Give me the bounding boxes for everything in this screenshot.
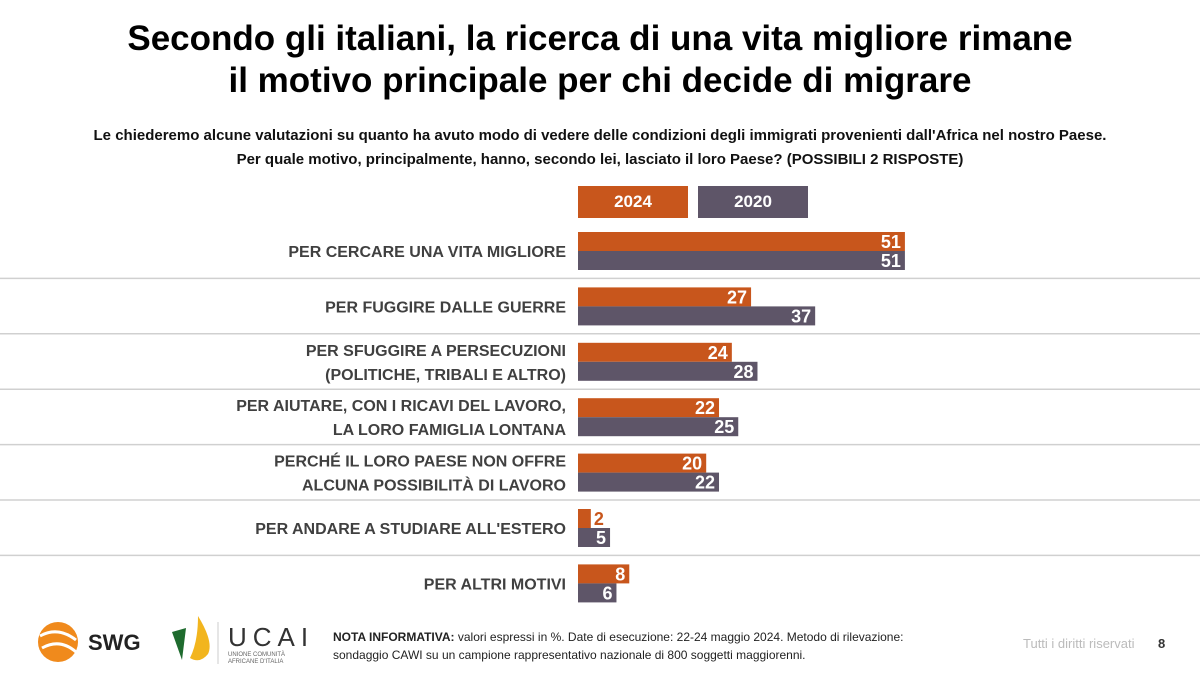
svg-text:AFRICANE D'ITALIA: AFRICANE D'ITALIA [228, 659, 283, 665]
note-text: sondaggio CAWI su un campione rappresent… [333, 648, 806, 662]
page-number: 8 [1158, 636, 1166, 651]
category-label: ALCUNA POSSIBILITÀ DI LAVORO [302, 476, 566, 495]
subtitle-line: Le chiederemo alcune valutazioni su quan… [93, 127, 1107, 144]
category-label: PER ALTRI MOTIVI [424, 576, 566, 593]
copyright: Tutti i diritti riservati [1023, 636, 1135, 651]
value-label: 22 [695, 473, 715, 493]
bar-2024 [578, 232, 905, 251]
legend-2024: 2024 [578, 186, 688, 218]
category-label: PER CERCARE UNA VITA MIGLIORE [288, 244, 566, 261]
category-label: PER FUGGIRE DALLE GUERRE [325, 299, 566, 316]
bar-2020 [578, 361, 758, 381]
value-label: 27 [727, 287, 747, 307]
value-label: 22 [695, 398, 715, 418]
footer-note: NOTA INFORMATIVA: valori espressi in %. … [333, 628, 903, 664]
title-line: Secondo gli italiani, la ricerca di una … [127, 19, 1073, 58]
value-label: 8 [615, 564, 625, 584]
category-label: PER AIUTARE, CON I RICAVI DEL LAVORO, [236, 398, 566, 415]
value-label: 6 [602, 583, 612, 603]
svg-text:UNIONE COMUNITÀ: UNIONE COMUNITÀ [228, 651, 285, 658]
bar-2020 [578, 472, 720, 492]
bar-2024 [578, 398, 720, 418]
title-line: il motivo principale per chi decide di m… [228, 61, 972, 100]
value-label: 5 [596, 528, 606, 548]
category-label: PERCHÉ IL LORO PAESE NON OFFRE [274, 452, 566, 471]
category-label: PER ANDARE A STUDIARE ALL'ESTERO [255, 521, 566, 538]
value-label: 2 [594, 509, 604, 529]
note-text: valori espressi in %. Date di esecuzione… [454, 630, 904, 644]
bar-2024 [578, 342, 732, 362]
swg-logo: SWG [38, 622, 141, 662]
value-label: 28 [733, 362, 753, 382]
chart-subtitle: Le chiederemo alcune valutazioni su quan… [0, 124, 1200, 172]
bar-2024 [578, 509, 591, 528]
value-label: 37 [791, 306, 811, 326]
subtitle-line: Per quale motivo, principalmente, hanno,… [236, 151, 964, 168]
category-label: LA LORO FAMIGLIA LONTANA [333, 422, 567, 439]
value-label: 24 [708, 343, 728, 363]
value-label: 25 [714, 417, 734, 437]
bar-2024 [578, 453, 707, 473]
bar-2020 [578, 528, 611, 547]
chart-title: Secondo gli italiani, la ricerca di una … [0, 18, 1200, 102]
bar-2024 [578, 287, 752, 307]
category-label: (POLITICHE, TRIBALI E ALTRO) [325, 367, 566, 384]
category-label: PER SFUGGIRE A PERSECUZIONI [306, 343, 566, 360]
value-label: 51 [881, 232, 901, 252]
note-label: NOTA INFORMATIVA: [333, 630, 455, 644]
ucai-logo: UCAI UNIONE COMUNITÀ AFRICANE D'ITALIA [172, 616, 314, 665]
legend-2020: 2020 [698, 186, 808, 218]
bar-2020 [578, 417, 739, 437]
bar-2020 [578, 251, 905, 270]
bar-2024 [578, 564, 630, 584]
value-label: 20 [682, 454, 702, 474]
bar-2020 [578, 583, 617, 603]
value-label: 51 [881, 251, 901, 271]
svg-text:SWG: SWG [88, 630, 141, 655]
bar-2020 [578, 306, 816, 326]
svg-text:UCAI: UCAI [228, 622, 314, 652]
